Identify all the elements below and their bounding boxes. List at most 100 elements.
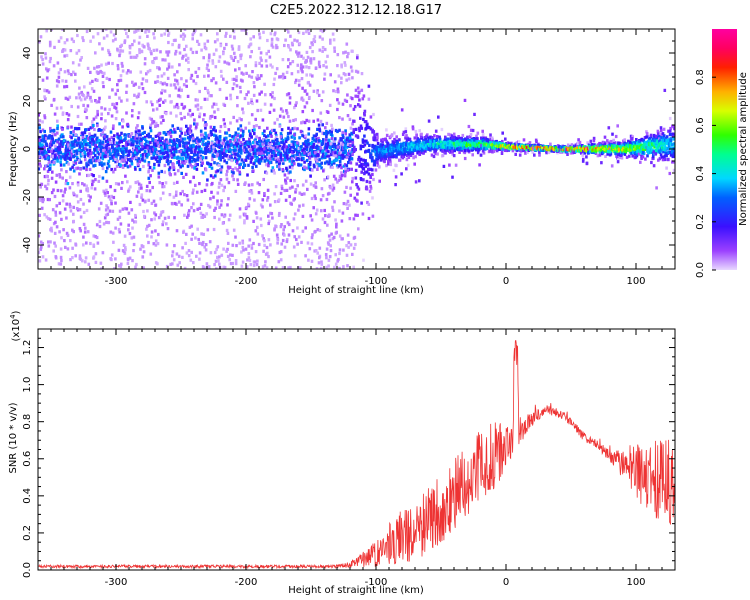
spectrogram-cell — [351, 148, 354, 152]
spectrogram-cell — [65, 216, 68, 220]
spectrogram-cell — [182, 37, 185, 41]
spectrogram-cell — [278, 144, 282, 148]
spectrogram-cell — [61, 79, 64, 83]
spectrogram-cell — [367, 84, 371, 88]
spectrogram-cell — [121, 165, 125, 169]
spectrogram-cell — [278, 167, 281, 171]
spectrogram-cell — [356, 199, 359, 203]
spectrogram-cell — [337, 178, 341, 182]
spectrogram-cell — [275, 45, 279, 50]
spectrogram-cell — [315, 208, 319, 212]
spectrogram-cell — [348, 217, 352, 221]
spectrogram-cell — [264, 155, 267, 159]
spectrogram-cell — [178, 86, 181, 90]
spectrogram-cell — [248, 189, 251, 193]
spectrogram-cell — [295, 237, 298, 242]
spectrogram-cell — [163, 163, 167, 168]
spectrogram-cell — [141, 77, 145, 81]
spectrogram-cell — [288, 101, 292, 105]
spectrogram-cell — [308, 95, 311, 100]
spectrogram-cell — [163, 155, 167, 160]
spectrogram-cell — [108, 107, 111, 112]
spectrogram-cell — [307, 142, 310, 146]
spectrogram-cell — [296, 127, 299, 131]
spectrogram-cell — [320, 262, 324, 266]
spectrogram-cell — [200, 147, 203, 151]
spectrogram-cell — [421, 145, 424, 149]
spectrogram-cell — [260, 223, 263, 228]
spectrogram-cell — [316, 228, 320, 232]
spectrogram-cell — [205, 146, 208, 150]
spectrogram-cell — [192, 139, 195, 143]
spectrogram-cell — [134, 145, 138, 149]
spectrogram-cell — [236, 182, 240, 186]
spectrogram-cell — [141, 198, 145, 202]
spectrogram-cell — [149, 174, 152, 178]
spectrogram-cell — [214, 134, 218, 138]
spectrogram-cell — [258, 139, 261, 143]
spectrogram-cell — [179, 149, 183, 153]
spectrogram-cell — [378, 165, 381, 169]
spectrogram-cell — [180, 171, 183, 175]
spectrogram-cell — [232, 82, 236, 86]
spectrogram-cell — [337, 101, 341, 105]
spectrogram-cell — [285, 155, 289, 159]
spectrogram-cell — [234, 131, 238, 135]
spectrogram-cell — [245, 205, 248, 210]
spectrogram-cell — [122, 138, 126, 142]
spectrogram-cell — [112, 158, 115, 162]
spectrogram-cell — [51, 137, 54, 141]
spectrogram-cell — [153, 217, 156, 221]
spectrogram-cell — [44, 97, 47, 101]
spectrogram-cell — [172, 258, 176, 262]
spectrogram-cell — [147, 176, 151, 180]
spectrogram-cell — [347, 245, 350, 249]
spectrogram-cell — [166, 158, 170, 162]
spectrogram-cell — [204, 86, 207, 90]
spectrogram-cell — [204, 156, 208, 160]
spectrogram-cell — [183, 153, 186, 157]
spectrogram-cell — [326, 54, 329, 58]
spectrogram-cell — [139, 154, 143, 158]
spectrogram-cell — [120, 262, 123, 266]
spectrogram-cell — [55, 84, 59, 88]
spectrogram-cell — [132, 143, 135, 147]
spectrogram-cell — [100, 145, 103, 149]
spectrogram-cell — [339, 151, 343, 155]
spectrogram-cell — [250, 157, 253, 161]
spectrogram-cell — [243, 141, 247, 145]
spectrogram-cell — [269, 143, 272, 147]
spectrogram-cell — [196, 142, 200, 146]
spectrogram-cell — [501, 139, 504, 144]
spectrogram-cell — [499, 146, 503, 150]
spectrogram-cell — [65, 202, 68, 206]
spectrogram-cell — [148, 47, 151, 51]
spectrogram-cell — [254, 117, 257, 121]
spectrogram-cell — [153, 151, 156, 156]
spectrogram-cell — [137, 129, 140, 133]
spectrogram-cell — [173, 105, 176, 109]
spectrogram-cell — [341, 130, 344, 135]
spectrogram-cell — [83, 150, 86, 154]
spectrogram-cell — [50, 229, 53, 233]
spectrogram-cell — [118, 215, 122, 219]
spectrogram-cell — [430, 153, 434, 157]
spectrogram-cell — [203, 214, 207, 218]
spectrogram-cell — [489, 133, 492, 137]
spectrogram-cell — [277, 141, 281, 146]
spectrogram-cell — [208, 144, 212, 148]
spectrogram-cell — [96, 32, 100, 36]
spectrogram-cell — [245, 71, 248, 75]
spectrogram-cell — [207, 143, 210, 147]
spectrogram-cell — [118, 209, 122, 213]
spectrogram-cell — [147, 198, 150, 202]
spectrogram-cell — [406, 154, 409, 158]
spectrogram-cell — [405, 138, 409, 142]
spectrogram-cell — [103, 191, 107, 195]
spectrogram-cell — [337, 164, 341, 168]
spectrogram-cell — [43, 114, 46, 118]
spectrogram-cell — [314, 139, 317, 143]
spectrogram-cell — [264, 59, 268, 63]
spectrogram-cell — [65, 231, 69, 235]
spectrogram-cell — [419, 134, 423, 138]
